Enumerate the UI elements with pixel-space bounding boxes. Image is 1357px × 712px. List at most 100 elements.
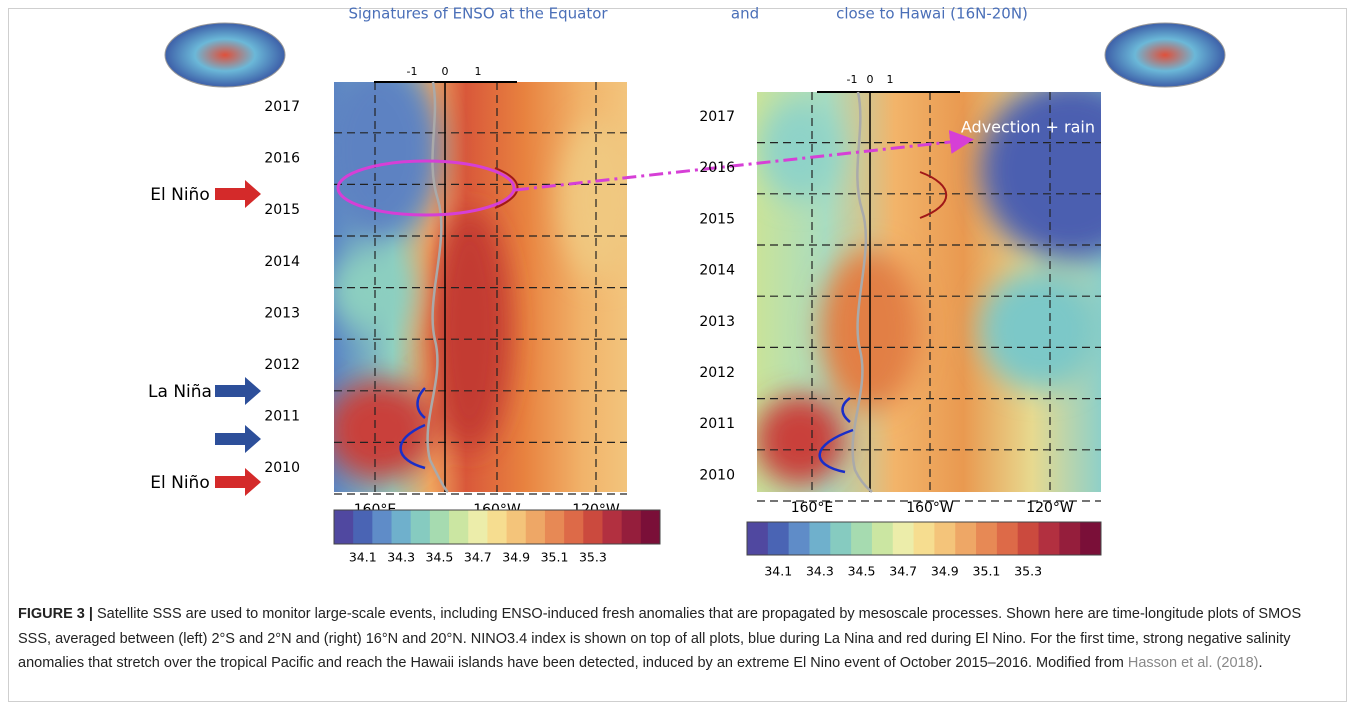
longitude-label: 160°W <box>906 500 954 516</box>
colorbar-cell <box>353 510 373 544</box>
year-label: 2012 <box>699 365 735 381</box>
colorbar-cell <box>506 510 527 544</box>
year-label: 2015 <box>699 211 735 227</box>
colorbar-cell <box>892 522 915 555</box>
colorbar-cell <box>809 522 831 555</box>
colorbar-cell <box>913 522 935 555</box>
index-curve-red <box>919 171 948 219</box>
colorbar-cell <box>996 522 1019 555</box>
colorbar-cell <box>602 510 623 544</box>
colorbar-cell <box>334 510 354 544</box>
index-tick: 1 <box>887 73 894 86</box>
colorbar-label: 35.3 <box>579 550 607 565</box>
panel-title: close to Hawai (16N-20N) <box>836 5 1028 23</box>
propagation-arrow <box>514 130 974 192</box>
longitude-label: 160°E <box>791 500 834 516</box>
colorbar-cell <box>468 510 488 544</box>
index-curve-red <box>494 167 519 209</box>
colorbar-cell <box>955 522 977 555</box>
index-curve <box>426 81 449 494</box>
colorbar-label: 34.7 <box>464 550 492 565</box>
colorbar-cell <box>1080 522 1102 555</box>
colorbar-cell <box>747 522 769 555</box>
colorbar-cell <box>449 510 469 544</box>
year-label: 2011 <box>699 416 735 432</box>
colorbar-label: 35.3 <box>1014 564 1042 579</box>
colorbar-cell <box>487 510 508 544</box>
colorbar-cell <box>788 522 810 555</box>
colorbar-label: 34.7 <box>889 564 917 579</box>
year-label: 2017 <box>264 99 300 115</box>
colorbar-cell <box>1059 522 1081 555</box>
figure-frame <box>8 8 1347 702</box>
colorbar-label: 34.1 <box>764 564 792 579</box>
index-tick: -1 <box>847 73 858 86</box>
longitude-label: 120°W <box>1026 500 1074 516</box>
year-label: 2010 <box>264 460 300 476</box>
caption-end: . <box>1258 655 1263 671</box>
event-label: La Niña <box>148 382 212 402</box>
caption-label: FIGURE 3 | <box>18 606 93 622</box>
colorbar-cell <box>564 510 584 544</box>
colorbar-frame <box>746 521 1102 556</box>
colorbar-label: 34.9 <box>502 550 530 565</box>
colorbar-cell <box>934 522 956 555</box>
colorbar-label: 35.1 <box>973 564 1001 579</box>
year-label: 2011 <box>264 409 300 425</box>
event-label: El Niño <box>150 185 209 205</box>
colorbar-label: 34.5 <box>848 564 876 579</box>
colorbar-cell <box>1017 522 1040 555</box>
left-heatmap <box>334 82 627 492</box>
colorbar-cell <box>640 510 661 544</box>
caption-text: Satellite SSS are used to monitor large-… <box>18 606 1302 671</box>
index-curve <box>851 91 873 493</box>
year-label: 2013 <box>699 314 735 330</box>
colorbar-cell <box>851 522 873 555</box>
year-label: 2017 <box>699 109 735 125</box>
event-arrows <box>215 180 261 496</box>
index-curve-blue <box>399 387 426 470</box>
colorbar-cell <box>525 510 546 544</box>
figure: Signatures of ENSO at the Equator and cl… <box>148 5 1226 579</box>
index-tick: 1 <box>475 65 482 78</box>
annotation: Advection + rain <box>961 118 1095 137</box>
colorbar-cell <box>976 522 998 555</box>
colorbar-label: 34.5 <box>426 550 454 565</box>
globe-icon <box>164 22 286 88</box>
colorbar-cell <box>544 510 565 544</box>
colorbar-cell <box>583 510 603 544</box>
colorbar-frame <box>333 509 661 545</box>
year-label: 2010 <box>699 467 735 483</box>
colorbar-cell <box>391 510 412 544</box>
colorbar-cell <box>767 522 790 555</box>
colorbar-label: 34.9 <box>931 564 959 579</box>
year-label: 2014 <box>699 263 735 279</box>
colorbar-cell <box>410 510 431 544</box>
caption: FIGURE 3 | Satellite SSS are used to mon… <box>18 602 1338 676</box>
event-label: El Niño <box>150 473 209 493</box>
year-label: 2016 <box>264 151 300 167</box>
colorbar-cell <box>1038 522 1060 555</box>
colorbar-cell <box>871 522 894 555</box>
colorbar-cell <box>429 510 450 544</box>
colorbar-label: 34.3 <box>387 550 415 565</box>
year-label: 2013 <box>264 305 300 321</box>
colorbar-label: 35.1 <box>541 550 569 565</box>
colorbar-cell <box>372 510 393 544</box>
highlight-ellipse <box>336 159 516 217</box>
year-label: 2014 <box>264 254 300 270</box>
year-label: 2012 <box>264 357 300 373</box>
colorbar-cell <box>621 510 642 544</box>
colorbar-label: 34.3 <box>806 564 834 579</box>
index-tick: -1 <box>407 65 418 78</box>
index-tick: 0 <box>867 73 874 86</box>
title-joiner: and <box>731 5 759 23</box>
globe-icon <box>1104 22 1226 88</box>
colorbar-cell <box>830 522 852 555</box>
year-label: 2016 <box>699 160 735 176</box>
index-tick: 0 <box>442 65 449 78</box>
index-curve-blue <box>818 396 854 474</box>
year-label: 2015 <box>264 202 300 218</box>
citation-link[interactable]: Hasson et al. (2018) <box>1127 655 1259 671</box>
